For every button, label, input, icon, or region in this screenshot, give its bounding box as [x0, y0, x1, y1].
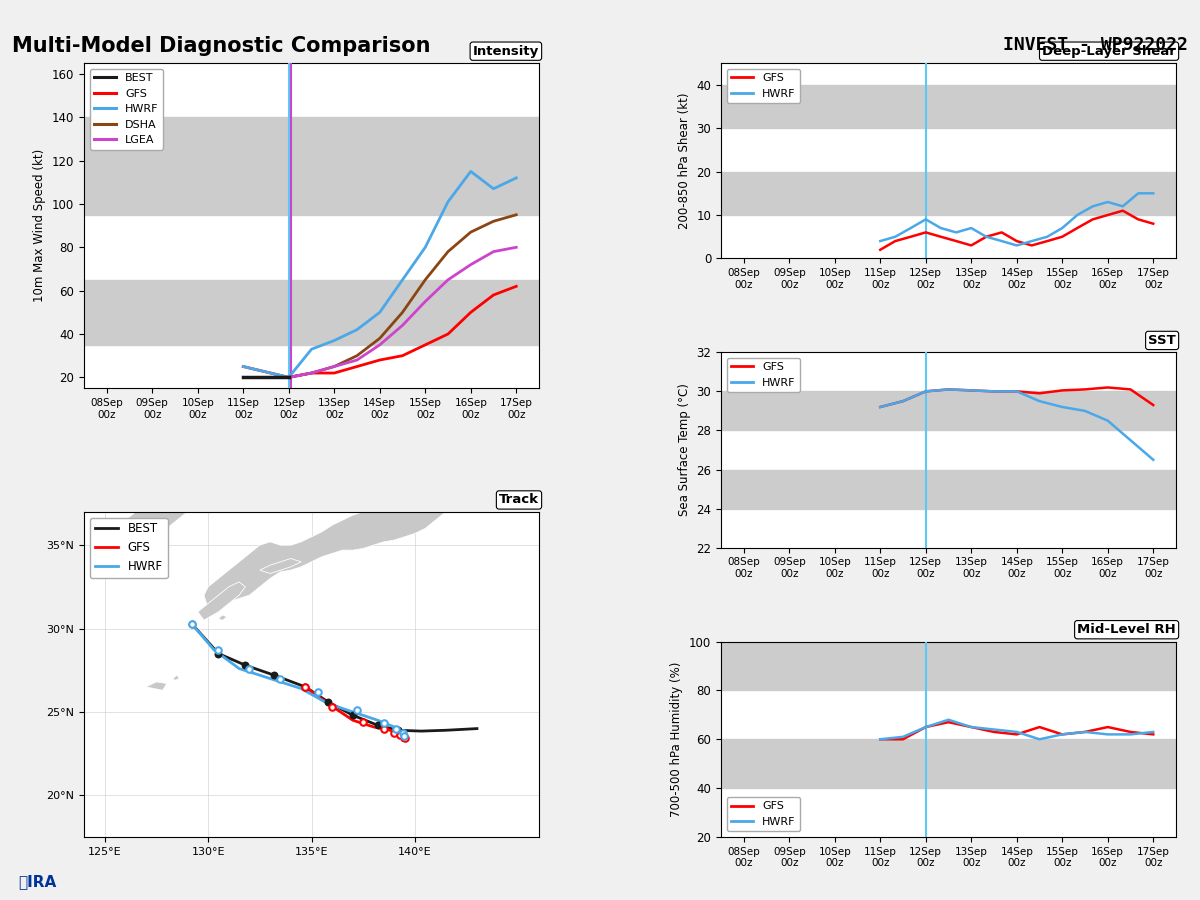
Point	[354, 715, 373, 729]
Y-axis label: 10m Max Wind Speed (kt): 10m Max Wind Speed (kt)	[34, 149, 47, 302]
Point	[343, 708, 362, 723]
Bar	[721, 642, 1176, 690]
Point	[182, 616, 202, 631]
Bar	[721, 172, 1176, 215]
Y-axis label: 200-850 hPa Shear (kt): 200-850 hPa Shear (kt)	[678, 93, 691, 229]
Point	[391, 728, 410, 742]
Point	[374, 722, 394, 736]
Point	[389, 723, 408, 737]
Point	[385, 725, 404, 740]
Polygon shape	[146, 682, 167, 690]
Bar	[84, 280, 539, 345]
Point	[394, 729, 413, 743]
Legend: BEST, GFS, HWRF, DSHA, LGEA: BEST, GFS, HWRF, DSHA, LGEA	[90, 68, 163, 149]
Legend: BEST, GFS, HWRF: BEST, GFS, HWRF	[90, 518, 168, 578]
Point	[209, 646, 228, 661]
Text: INVEST - WP922022: INVEST - WP922022	[1003, 36, 1188, 54]
Polygon shape	[173, 675, 179, 680]
Text: Deep-Layer Shear: Deep-Layer Shear	[1042, 45, 1176, 58]
Bar	[721, 392, 1176, 430]
Polygon shape	[198, 581, 245, 620]
Point	[386, 722, 406, 736]
Text: Track: Track	[499, 493, 539, 507]
Polygon shape	[204, 482, 476, 608]
Legend: GFS, HWRF: GFS, HWRF	[726, 68, 800, 103]
Point	[395, 731, 414, 745]
Polygon shape	[218, 616, 227, 620]
Text: Mid-Level RH: Mid-Level RH	[1078, 623, 1176, 636]
Point	[209, 643, 228, 657]
Point	[368, 718, 388, 733]
Point	[374, 716, 394, 730]
Point	[348, 703, 367, 717]
Point	[295, 680, 314, 694]
Point	[182, 616, 202, 631]
Y-axis label: Sea Surface Temp (°C): Sea Surface Temp (°C)	[678, 383, 691, 517]
Bar	[721, 85, 1176, 128]
Y-axis label: 700-500 hPa Humidity (%): 700-500 hPa Humidity (%)	[671, 662, 684, 817]
Point	[323, 699, 342, 714]
Text: SST: SST	[1148, 334, 1176, 346]
Point	[265, 668, 284, 682]
Legend: GFS, HWRF: GFS, HWRF	[726, 797, 800, 832]
Text: Intensity: Intensity	[473, 45, 539, 58]
Point	[318, 695, 337, 709]
Legend: GFS, HWRF: GFS, HWRF	[726, 358, 800, 392]
Bar	[721, 470, 1176, 508]
Point	[308, 685, 328, 699]
Bar	[84, 117, 539, 215]
Point	[240, 662, 259, 676]
Text: Multi-Model Diagnostic Comparison: Multi-Model Diagnostic Comparison	[12, 36, 431, 56]
Point	[271, 671, 290, 686]
Polygon shape	[115, 487, 198, 562]
Polygon shape	[259, 559, 301, 573]
Point	[295, 680, 314, 694]
Bar	[721, 739, 1176, 788]
Point	[235, 658, 254, 672]
Point	[392, 725, 412, 740]
Text: ⒸIRA: ⒸIRA	[18, 874, 56, 889]
